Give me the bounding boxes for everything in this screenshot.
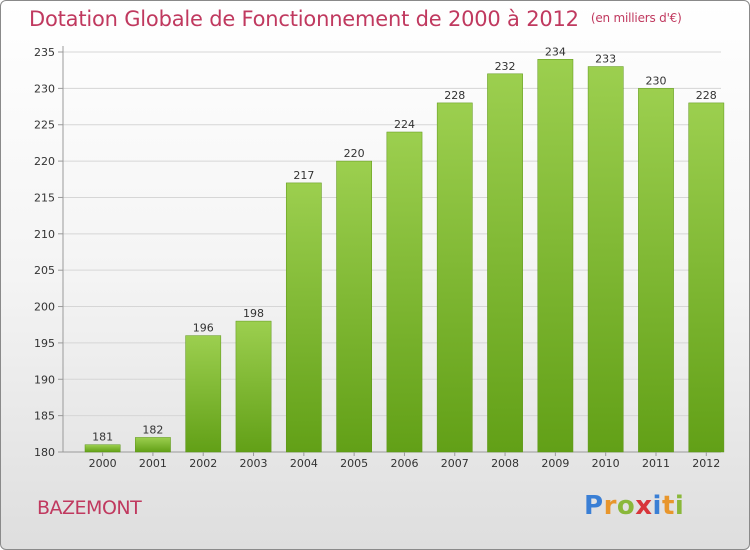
y-tick-label: 210 (34, 228, 55, 241)
y-tick-label: 205 (34, 264, 55, 277)
bar-value-label: 220 (344, 147, 365, 160)
logo-letter: P (584, 491, 604, 521)
bar-value-label: 224 (394, 118, 415, 131)
y-tick-label: 185 (34, 410, 55, 423)
y-tick-label: 215 (34, 191, 55, 204)
bar-value-label: 233 (595, 53, 616, 66)
y-tick-label: 235 (34, 46, 55, 59)
chart-title: Dotation Globale de Fonctionnement de 20… (29, 7, 682, 31)
x-tick-label: 2009 (541, 457, 569, 470)
proxiti-logo: Proxiti (584, 491, 684, 521)
bar (587, 66, 624, 453)
x-tick-label: 2011 (642, 457, 670, 470)
x-tick-label: 2004 (290, 457, 318, 470)
bar (537, 59, 574, 453)
x-tick-label: 2000 (89, 457, 117, 470)
bar-value-label: 232 (495, 60, 516, 73)
x-tick-label: 2001 (139, 457, 167, 470)
bar-value-label: 234 (545, 45, 566, 58)
y-tick-label: 220 (34, 155, 55, 168)
x-tick-label: 2008 (491, 457, 519, 470)
bar-value-label: 228 (696, 89, 717, 102)
bar (688, 102, 725, 453)
bar (285, 182, 322, 453)
bar (185, 335, 222, 453)
bar-value-label: 198 (243, 307, 264, 320)
x-tick-label: 2010 (592, 457, 620, 470)
x-tick-label: 2007 (441, 457, 469, 470)
bar (487, 73, 523, 453)
bar-value-label: 228 (444, 89, 465, 102)
y-tick-label: 230 (34, 82, 55, 95)
chart-title-text: Dotation Globale de Fonctionnement de 20… (29, 7, 579, 31)
bar (436, 102, 473, 453)
bar (336, 160, 373, 453)
y-tick-label: 225 (34, 119, 55, 132)
bar (135, 437, 171, 453)
x-tick-label: 2003 (240, 457, 268, 470)
logo-letter: r (603, 491, 617, 521)
bar-value-label: 196 (193, 322, 214, 335)
logo-letter: i (674, 491, 685, 521)
y-tick-label: 190 (34, 373, 55, 386)
y-tick-label: 195 (34, 337, 55, 350)
x-tick-label: 2012 (692, 457, 720, 470)
x-tick-label: 2002 (189, 457, 217, 470)
bar (84, 444, 121, 453)
bar (235, 320, 272, 453)
logo-letter: i (652, 491, 662, 521)
y-tick-label: 200 (34, 301, 55, 314)
x-tick-label: 2006 (390, 457, 418, 470)
logo-letter: o (616, 491, 636, 521)
x-tick-label: 2005 (340, 457, 368, 470)
logo-letter: x (635, 491, 653, 521)
bar-value-label: 230 (645, 74, 666, 87)
commune-name: BAZEMONT (37, 497, 142, 519)
bar (386, 131, 423, 453)
y-tick-label: 180 (34, 446, 55, 459)
bar (638, 88, 674, 453)
bar-value-label: 182 (142, 423, 163, 436)
bar-value-label: 217 (293, 169, 314, 182)
chart-unit: (en milliers d'€) (590, 11, 682, 25)
bar-value-label: 181 (92, 431, 113, 444)
logo-letter: t (661, 491, 675, 521)
